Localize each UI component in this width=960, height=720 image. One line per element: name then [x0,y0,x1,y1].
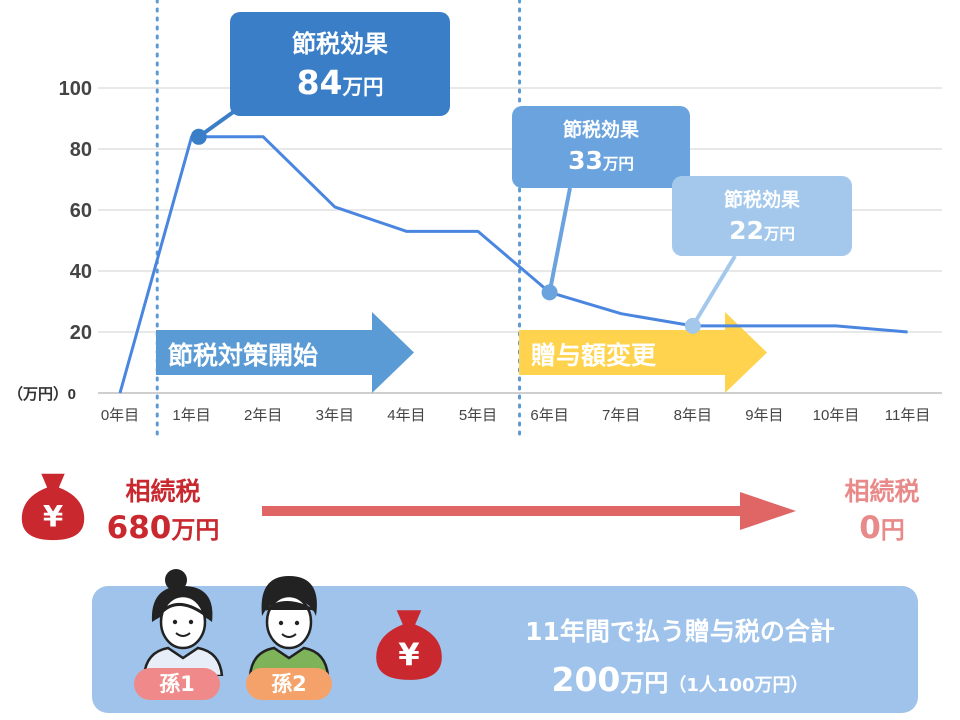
callout-title: 節税効果 [292,30,388,58]
money-bag-icon: ¥ [21,473,85,541]
phase-arrow-1 [156,312,414,393]
before-tax-label: 相続税 [125,477,201,506]
after-tax-label: 相続税 [844,477,920,506]
grandchild-1-badge: 孫1 [134,668,220,700]
x-tick-label: 1年目 [172,407,210,424]
callout-pointer [547,187,572,293]
y-tick-label: 60 [70,200,92,222]
man-icon [248,576,330,676]
gift-tax-summary-panel [92,586,918,713]
x-tick-label: 3年目 [316,407,354,424]
callout-value: 84 [296,63,343,102]
before-tax-unit: 万円 [171,516,220,544]
x-tick-label: 6年目 [530,407,568,424]
before-tax-value: 680 [106,510,172,546]
gift-tax-total: 11年間で払う贈与税の合計 200万円（1人100万円） [470,612,890,699]
callout-savings-year8: 節税効果 22万円 [672,176,852,256]
x-tick-label: 5年目 [459,407,497,424]
x-tick-label: 4年目 [387,407,425,424]
callout-pointer [691,254,737,327]
line-chart: 20 40 60 80 100 （万円） 0 0年目 1年目 2年目 3年目 4年目 5年目 6年目 7年目… [8,0,942,442]
yen-symbol: ¥ [398,638,420,674]
x-tick-label: 8年目 [674,407,712,424]
callout-title: 節税効果 [562,119,639,141]
y-tick-label: 0 [68,386,76,403]
x-tick-label: 9年目 [745,407,783,424]
y-tick-label: 80 [70,139,92,161]
summary-amount: 200 [551,660,621,699]
woman-icon [142,569,224,676]
callout-unit: 万円 [342,75,384,99]
phase-arrow-label: 節税対策開始 [168,341,318,370]
money-bag-icon: ¥ [376,610,442,680]
summary-unit: 万円 [620,669,669,697]
summary-title: 11年間で払う贈与税の合計 [525,617,835,646]
before-inheritance-tax: 相続税 680万円 [92,472,234,546]
summary-note: （1人100万円） [668,675,809,696]
phase-arrow-2 [519,312,767,393]
callout-title: 節税効果 [723,189,800,211]
data-point-marker [190,128,207,145]
x-tick-label: 11年目 [885,407,931,424]
grandchild-2-badge: 孫2 [246,668,332,700]
callout-value: 22 [729,216,764,245]
yen-symbol: ¥ [43,499,64,533]
callout-savings-year6: 節税効果 33万円 [512,106,690,188]
x-tick-label: 0年目 [101,407,139,424]
after-tax-unit: 円 [880,516,905,544]
x-tick-label: 7年目 [602,407,640,424]
x-tick-label: 2年目 [244,407,282,424]
y-unit-label: （万円） [8,385,68,403]
x-tick-label: 10年目 [813,407,860,424]
after-tax-value: 0 [859,510,881,546]
phase-arrow-label: 贈与額変更 [531,341,657,370]
callout-unit: 万円 [763,225,795,243]
y-tick-label: 100 [59,78,92,100]
reduction-arrow [262,492,796,530]
series-line [118,135,908,394]
after-inheritance-tax: 相続税 0円 [818,472,946,546]
y-tick-label: 20 [70,322,92,344]
data-point-marker [541,284,558,301]
data-point-marker [684,317,701,334]
callout-value: 33 [568,146,603,175]
callout-unit: 万円 [602,155,634,173]
y-tick-label: 40 [70,261,92,283]
callout-savings-year1: 節税効果 84万円 [230,12,450,116]
